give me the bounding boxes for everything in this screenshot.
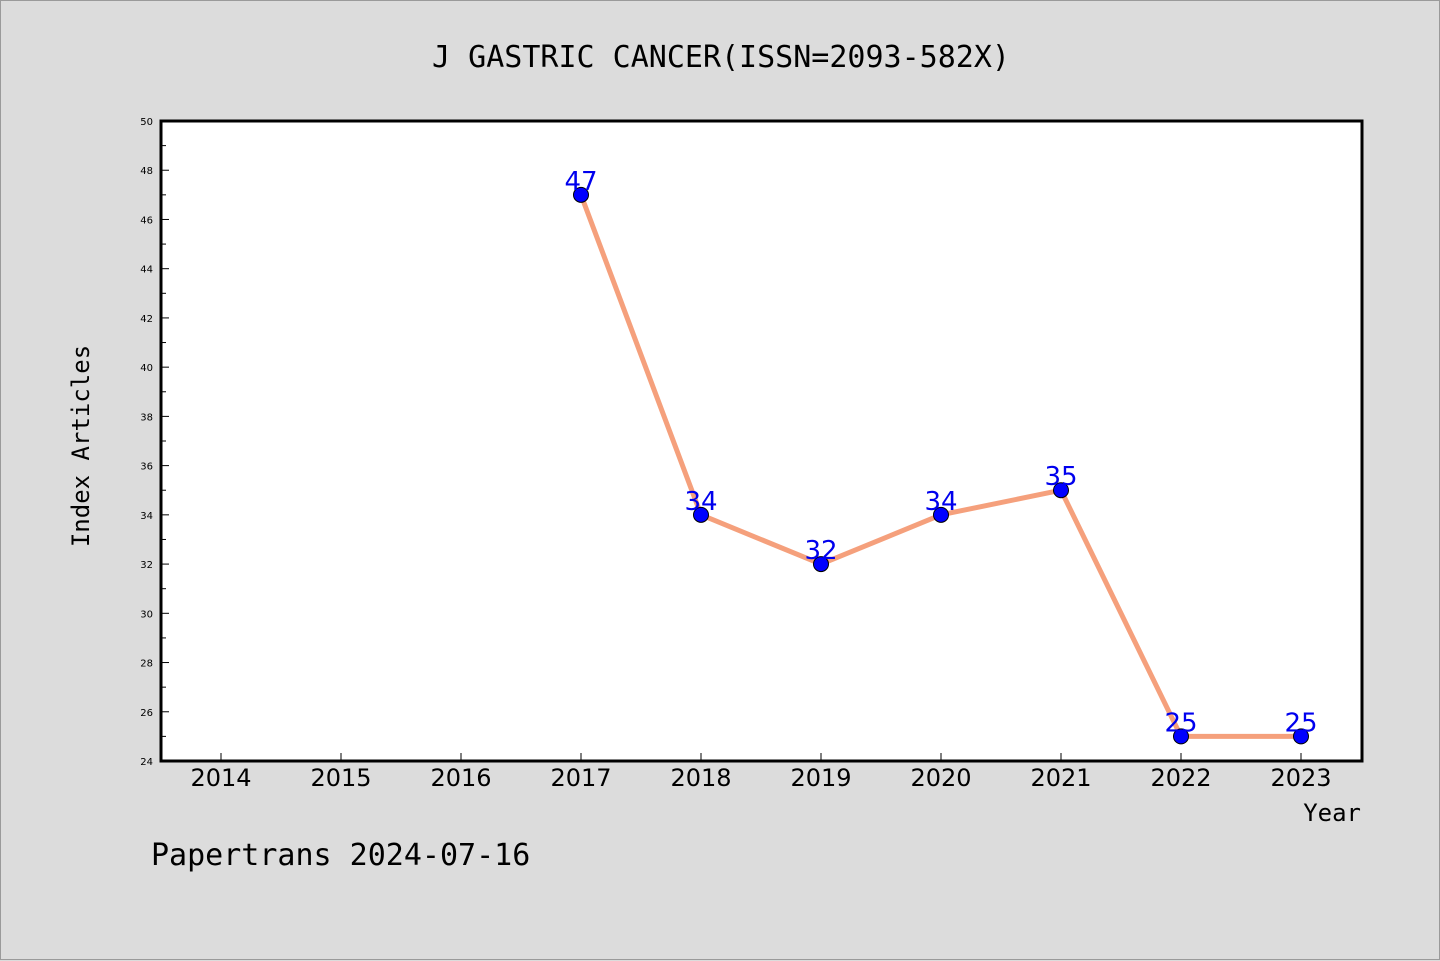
x-tick-label: 2016 [430, 764, 491, 792]
y-tick-label: 40 [140, 363, 153, 374]
y-axis-label: Index Articles [67, 345, 95, 547]
y-axis: 24 26 28 30 32 34 36 38 40 42 44 46 48 50 [140, 117, 169, 768]
y-tick-label: 44 [140, 265, 153, 276]
x-tick-label: 2022 [1150, 764, 1211, 792]
y-tick-label: 48 [140, 166, 153, 177]
x-tick-label: 2023 [1270, 764, 1331, 792]
series-group: 47 34 32 34 35 25 25 [564, 167, 1318, 745]
data-label: 34 [684, 487, 717, 517]
y-tick-label: 28 [140, 659, 153, 670]
data-point [1053, 482, 1069, 499]
data-label: 34 [924, 487, 957, 517]
x-tick-label: 2021 [1030, 764, 1091, 792]
data-label: 35 [1044, 462, 1077, 492]
x-tick-label: 2020 [910, 764, 971, 792]
y-tick-label: 50 [140, 117, 153, 128]
data-label: 25 [1164, 708, 1197, 738]
x-tick-label: 2019 [790, 764, 851, 792]
data-label: 32 [804, 536, 837, 566]
data-label: 25 [1284, 708, 1317, 738]
y-tick-label: 38 [140, 412, 153, 423]
y-tick-label: 46 [140, 215, 153, 226]
y-tick-label: 42 [140, 314, 153, 325]
data-point [1173, 728, 1189, 745]
x-tick-label: 2014 [190, 764, 251, 792]
x-tick-label: 2018 [670, 764, 731, 792]
y-tick-label: 34 [140, 511, 153, 522]
chart-title: J GASTRIC CANCER(ISSN=2093-582X) [432, 40, 1010, 75]
y-tick-label: 24 [140, 757, 153, 768]
data-point [1293, 728, 1309, 745]
x-tick-label: 2015 [310, 764, 371, 792]
footer-text: Papertrans 2024-07-16 [151, 838, 530, 873]
x-axis-label: Year [1303, 799, 1361, 827]
data-point [573, 186, 589, 203]
data-label: 47 [564, 167, 597, 197]
data-point [933, 506, 949, 523]
y-tick-label: 32 [140, 560, 153, 571]
data-point [693, 506, 709, 523]
y-tick-label: 30 [140, 609, 153, 620]
y-tick-label: 26 [140, 708, 153, 719]
data-point [813, 556, 829, 573]
y-tick-label: 36 [140, 462, 153, 473]
x-axis: 2014 2015 2016 2017 2018 2019 2020 2021 2022 2023 [190, 753, 1332, 792]
plot-area [159, 119, 1364, 763]
x-tick-label: 2017 [550, 764, 611, 792]
